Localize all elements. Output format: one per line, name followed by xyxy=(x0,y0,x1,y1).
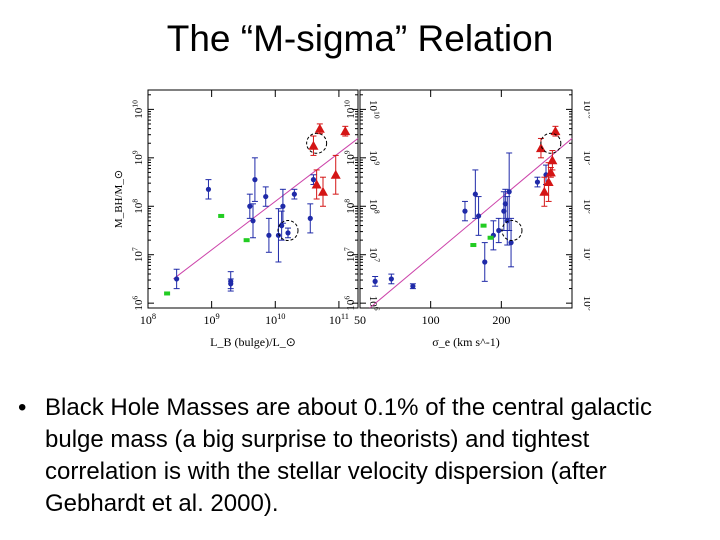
data-point-blue xyxy=(472,191,478,197)
x-axis-label: σ_e (km s^-1) xyxy=(432,335,499,349)
y-tick-label-right: 1010 xyxy=(367,100,381,119)
data-point-blue xyxy=(263,193,269,200)
data-point-blue xyxy=(280,203,286,209)
data-point-blue xyxy=(482,259,488,265)
x-tick-label: 200 xyxy=(492,313,510,327)
data-point-blue xyxy=(247,203,253,209)
y-tick-label: 106 xyxy=(343,296,357,311)
y-tick-label-right: 107 xyxy=(581,247,590,262)
y-tick-label: 109 xyxy=(343,150,357,165)
data-point-blue xyxy=(502,201,508,207)
data-point-green xyxy=(218,213,225,218)
x-tick-label: 100 xyxy=(422,313,440,327)
m-sigma-figure: 106 106 107 107 108 108 109 109 1010 1010 108 109 10… xyxy=(110,80,595,360)
y-tick-label-right: 108 xyxy=(367,199,381,214)
data-point-blue xyxy=(462,208,468,214)
x-axis-label: L_B (bulge)/L_⊙ xyxy=(210,335,296,349)
data-point-blue xyxy=(252,177,258,183)
data-point-blue xyxy=(250,218,256,224)
x-tick-label: 1010 xyxy=(265,312,285,327)
data-point-blue xyxy=(205,186,212,192)
data-point-blue xyxy=(266,232,272,238)
data-point-blue xyxy=(508,240,514,246)
data-point-blue xyxy=(228,281,234,287)
y-tick-label-right: 106 xyxy=(367,296,381,311)
data-point-red xyxy=(550,126,561,136)
data-point-green xyxy=(487,235,494,240)
data-point-red xyxy=(314,123,325,133)
y-tick-label-right: 106 xyxy=(581,296,590,311)
y-tick-label: 107 xyxy=(131,247,145,262)
data-point-blue xyxy=(307,215,313,221)
data-point-blue xyxy=(275,232,282,238)
plot-frame xyxy=(147,89,359,309)
highlight-circle xyxy=(540,132,562,154)
data-point-green xyxy=(243,238,250,243)
data-point-red xyxy=(535,143,546,153)
data-point-blue xyxy=(174,276,180,282)
data-point-red xyxy=(311,179,322,189)
y-tick-label-right: 1010 xyxy=(581,100,590,119)
data-point-blue xyxy=(410,283,416,289)
data-point-blue xyxy=(496,227,502,234)
data-point-red xyxy=(543,177,554,187)
data-point-red xyxy=(547,155,558,165)
y-tick-label: 1010 xyxy=(343,100,357,119)
data-point-red xyxy=(545,167,556,177)
data-point-blue xyxy=(372,278,378,284)
data-point-green xyxy=(164,291,171,296)
plot-luminosity: 106 106 107 107 108 108 109 109 1010 1010 108 109 10… xyxy=(113,89,381,349)
data-point-green xyxy=(480,223,487,228)
data-point-blue xyxy=(310,177,317,183)
data-point-blue xyxy=(534,179,541,185)
x-tick-label: 1011 xyxy=(329,312,349,327)
data-point-blue xyxy=(285,230,291,236)
slide-title: The “M-sigma” Relation xyxy=(166,18,554,59)
bullet-text: Black Hole Masses are about 0.1% of the … xyxy=(45,394,652,517)
bullet-symbol: • xyxy=(18,394,27,421)
data-point-green xyxy=(470,243,477,248)
y-tick-label: 108 xyxy=(343,199,357,214)
data-point-red xyxy=(340,126,351,136)
data-point-blue xyxy=(506,189,512,195)
highlight-circle xyxy=(277,219,299,241)
x-tick-label: 108 xyxy=(140,312,156,327)
y-tick-label: 108 xyxy=(131,199,145,214)
fit-line xyxy=(173,138,359,280)
data-point-blue xyxy=(475,213,482,219)
y-tick-label: 1010 xyxy=(131,100,145,119)
data-point-red xyxy=(308,140,319,150)
x-tick-label: 109 xyxy=(204,312,220,327)
data-point-blue xyxy=(291,191,297,197)
highlight-circle xyxy=(501,219,523,241)
y-tick-label: 109 xyxy=(131,150,145,165)
y-tick-label-right: 109 xyxy=(367,150,381,165)
data-point-red xyxy=(539,186,550,196)
data-point-red xyxy=(318,186,328,196)
y-tick-label: 107 xyxy=(343,247,357,262)
y-tick-label-right: 108 xyxy=(581,199,590,214)
y-tick-label-right: 107 xyxy=(367,247,381,262)
y-tick-label: 106 xyxy=(131,296,145,311)
fit-line xyxy=(369,138,573,309)
y-tick-label-right: 109 xyxy=(581,150,590,165)
highlight-circle xyxy=(306,132,328,154)
data-point-red xyxy=(330,169,341,179)
plot-frame xyxy=(359,89,573,309)
x-tick-label: 50 xyxy=(354,313,366,327)
plot-velocity-dispersion: 106 106 107 107 108 108 109 109 1010 1010 50 100 200… xyxy=(343,89,595,349)
data-point-blue xyxy=(388,276,394,282)
y-axis-label: M_BH/M_⊙ xyxy=(113,170,125,228)
